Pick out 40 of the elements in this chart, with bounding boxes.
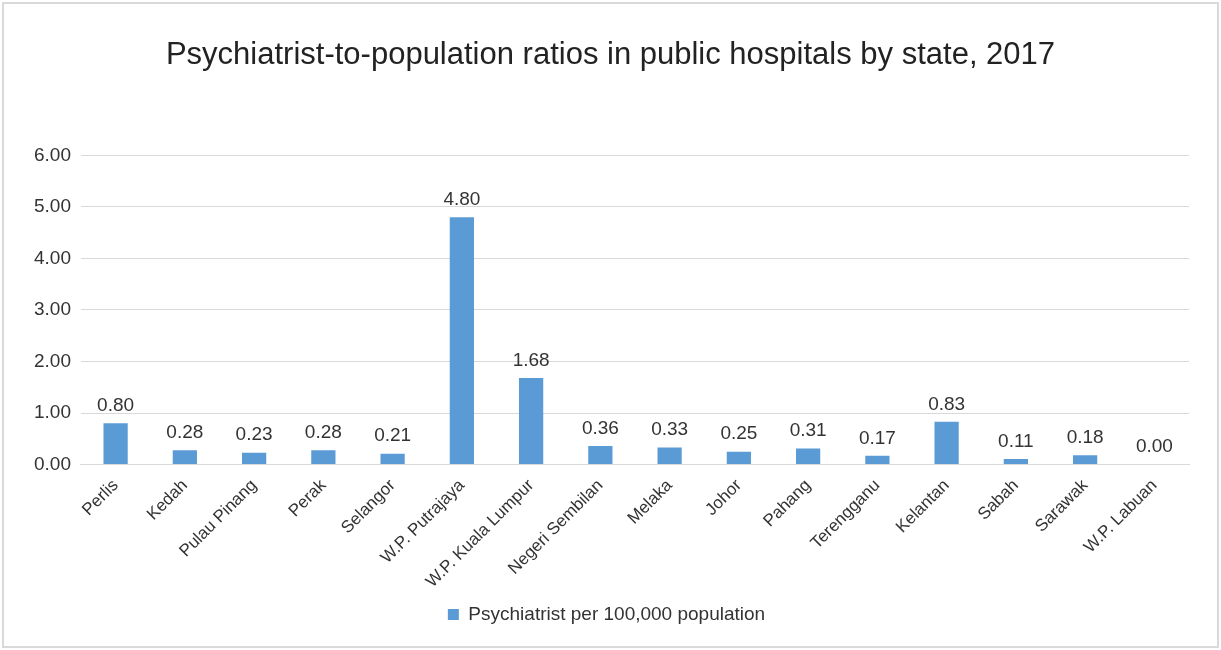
bar bbox=[934, 421, 959, 465]
data-label: 4.80 bbox=[443, 187, 481, 209]
bar bbox=[657, 447, 682, 465]
data-label: 0.80 bbox=[97, 394, 135, 416]
data-label: 0.18 bbox=[1066, 426, 1104, 448]
y-tick-label: 6.00 bbox=[34, 143, 71, 165]
bar bbox=[103, 423, 128, 465]
bar bbox=[518, 378, 544, 465]
legend-label: Psychiatrist per 100,000 population bbox=[468, 602, 766, 624]
bar bbox=[449, 217, 474, 465]
bar bbox=[1073, 455, 1098, 465]
chart-title: Psychiatrist-to-population ratios in public hospitals by state, 2017 bbox=[164, 35, 1057, 73]
data-label: 0.17 bbox=[858, 426, 896, 448]
y-tick-label: 1.00 bbox=[34, 401, 71, 423]
y-tick-label: 3.00 bbox=[34, 298, 71, 320]
data-label: 0.25 bbox=[720, 422, 758, 444]
data-label: 0.11 bbox=[998, 429, 1034, 451]
y-tick-label: 4.00 bbox=[34, 246, 71, 268]
bar bbox=[726, 451, 751, 465]
data-label: 0.33 bbox=[651, 418, 689, 440]
bar bbox=[311, 450, 336, 465]
data-label: 0.00 bbox=[1135, 435, 1173, 457]
y-tick-label: 0.00 bbox=[34, 452, 71, 474]
data-label: 0.31 bbox=[789, 419, 827, 441]
y-tick-label: 5.00 bbox=[34, 195, 71, 217]
data-label: 0.83 bbox=[928, 392, 966, 414]
data-label: 0.21 bbox=[374, 424, 412, 446]
bar bbox=[796, 448, 821, 465]
data-label: 1.68 bbox=[512, 348, 550, 370]
bar bbox=[588, 446, 613, 465]
bar bbox=[172, 450, 197, 465]
bar bbox=[380, 453, 405, 465]
bar bbox=[865, 455, 890, 465]
data-label: 0.36 bbox=[581, 416, 619, 438]
bar bbox=[1003, 458, 1028, 465]
bar bbox=[241, 452, 267, 465]
y-tick-label: 2.00 bbox=[34, 349, 71, 371]
data-label: 0.23 bbox=[235, 423, 273, 445]
data-label: 0.28 bbox=[304, 420, 342, 442]
data-label: 0.28 bbox=[166, 420, 204, 442]
